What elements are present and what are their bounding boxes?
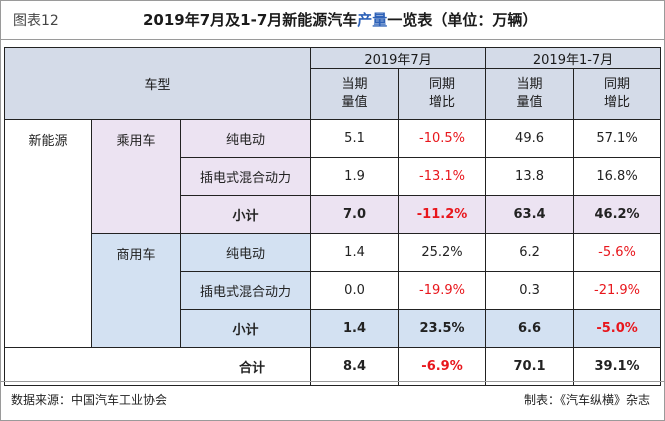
row-name: 纯电动 [179, 119, 312, 158]
month-value: 5.1 [310, 119, 400, 158]
month-value: 0.0 [310, 271, 400, 310]
period-header-ytd: 2019年1-7月 [485, 47, 662, 69]
title-prefix: 2019年7月及1-7月新能源汽车 [143, 11, 358, 29]
ytd-growth: 46.2% [573, 195, 662, 234]
subtotal-label: 小计 [179, 195, 312, 234]
month-value: 1.4 [310, 309, 400, 348]
ytd-value: 0.3 [485, 271, 575, 310]
month-value: 7.0 [310, 195, 400, 234]
subtotal-row: 小计 1.4 23.5% 6.6 -5.0% [5, 309, 662, 348]
figure-label: 图表12 [13, 13, 59, 29]
ytd-value: 49.6 [485, 119, 575, 158]
row-name: 插电式混合动力 [179, 157, 312, 196]
ytd-growth: 57.1% [573, 119, 662, 158]
month-value: 1.4 [310, 233, 400, 272]
ytd-growth: -5.6% [573, 233, 662, 272]
ytd-value: 6.2 [485, 233, 575, 272]
footer-divider [1, 381, 664, 382]
type-header: 车型 [3, 47, 312, 120]
ytd-growth: 16.8% [573, 157, 662, 196]
table-maker: 制表：《汽车纵横》杂志 [523, 393, 650, 407]
month-growth: -19.9% [398, 271, 487, 310]
sub-header-ytd-value: 当期 量值 [485, 68, 575, 120]
ytd-growth: -5.0% [573, 309, 662, 348]
production-table: 车型 2019年7月 2019年1-7月 当期 量值 同期 增比 当期 量值 同期 增比… [3, 47, 662, 386]
sub-header-ytd-growth: 同期 增比 [573, 68, 662, 120]
month-growth: -6.9% [398, 347, 487, 386]
commercial-label: 商用车 [91, 233, 181, 348]
subtotal-row: 小计 7.0 -11.2% 63.4 46.2% [5, 195, 662, 234]
ytd-growth: -21.9% [573, 271, 662, 310]
title-bar: 图表12 2019年7月及1-7月新能源汽车产量一览表（单位：万辆） [1, 1, 664, 40]
table-row: 插电式混合动力 1.9 -13.1% 13.8 16.8% [5, 157, 662, 196]
row-name: 纯电动 [179, 233, 312, 272]
sub-header-month-growth: 同期 增比 [398, 68, 487, 120]
ytd-value: 70.1 [485, 347, 575, 386]
ytd-value: 63.4 [485, 195, 575, 234]
table-row: 商用车 纯电动 1.4 25.2% 6.2 -5.6% [5, 233, 662, 348]
passenger-label: 乘用车 [91, 119, 181, 234]
month-growth: 23.5% [398, 309, 487, 348]
total-row: 合计 8.4 -6.9% 70.1 39.1% [3, 347, 662, 386]
table-row: 插电式混合动力 0.0 -19.9% 0.3 -21.9% [5, 271, 662, 310]
month-growth: -10.5% [398, 119, 487, 158]
month-value: 8.4 [310, 347, 400, 386]
month-value: 1.9 [310, 157, 400, 196]
month-growth: 25.2% [398, 233, 487, 272]
sub-header-row: 当期 量值 同期 增比 当期 量值 同期 增比 [5, 68, 662, 120]
period-header-row: 车型 2019年7月 2019年1-7月 [3, 47, 662, 120]
figure-title: 2019年7月及1-7月新能源汽车产量一览表（单位：万辆） [143, 9, 537, 30]
category-cell: 新能源 [4, 119, 92, 348]
month-growth: -11.2% [398, 195, 487, 234]
table-row: 新能源 乘用车 纯电动 5.1 -10.5% 49.6 57.1% [4, 119, 662, 348]
data-source: 数据来源：中国汽车工业协会 [11, 393, 168, 407]
subtotal-label: 小计 [179, 309, 312, 348]
row-name: 插电式混合动力 [179, 271, 312, 310]
title-highlight: 产量 [357, 11, 388, 29]
ytd-value: 6.6 [485, 309, 575, 348]
period-header-month: 2019年7月 [310, 47, 487, 69]
title-suffix: 一览表（单位：万辆） [387, 11, 538, 29]
sub-header-month-value: 当期 量值 [310, 68, 400, 120]
ytd-growth: 39.1% [573, 347, 662, 386]
month-growth: -13.1% [398, 157, 487, 196]
ytd-value: 13.8 [485, 157, 575, 196]
total-label: 合计 [3, 347, 312, 386]
